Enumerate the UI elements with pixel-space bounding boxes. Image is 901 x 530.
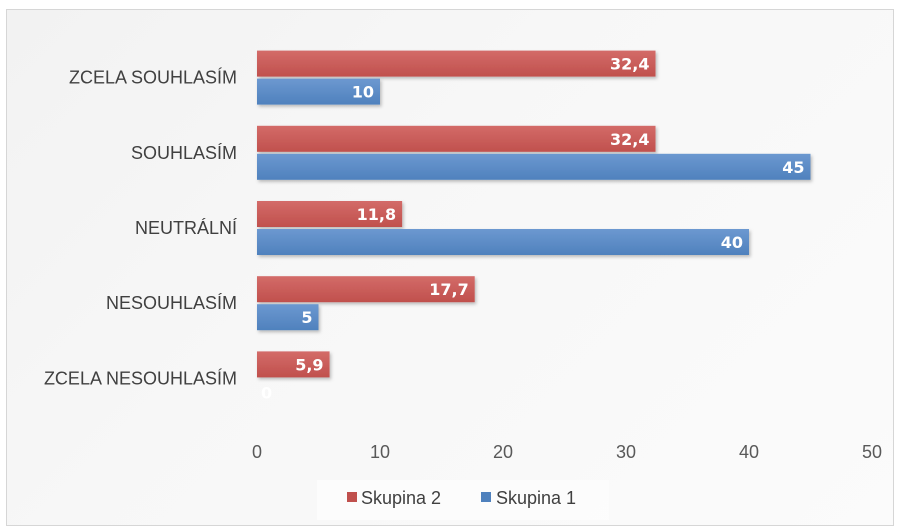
category-label: SOUHLASÍM	[131, 143, 237, 163]
data-label: 40	[721, 233, 743, 252]
x-tick-label: 40	[739, 442, 759, 462]
data-label: 17,7	[429, 280, 468, 299]
bar-skupina-2	[257, 351, 330, 378]
category-label: ZCELA SOUHLASÍM	[69, 68, 237, 88]
data-label: 45	[782, 158, 804, 177]
bar-skupina-1	[257, 229, 749, 255]
bar-skupina-2	[257, 276, 475, 303]
data-label: 10	[352, 83, 374, 102]
data-label: 5	[301, 308, 312, 327]
x-tick-label: 50	[862, 442, 882, 462]
category-label: NEUTRÁLNÍ	[135, 218, 237, 238]
bar-skupina-2	[257, 125, 656, 152]
bar-skupina-1	[257, 153, 811, 180]
legend: Skupina 2 Skupina 1	[317, 480, 609, 520]
category-label: NESOUHLASÍM	[106, 293, 237, 313]
legend-swatch	[347, 492, 357, 502]
data-label: 32,4	[610, 55, 649, 74]
x-tick-label: 10	[370, 442, 390, 462]
data-label: 32,4	[610, 130, 649, 149]
data-label: 11,8	[357, 205, 396, 224]
data-label: 5,9	[295, 355, 323, 374]
bar-skupina-1	[257, 78, 380, 105]
bar-skupina-2	[257, 201, 403, 227]
legend-label: Skupina 1	[496, 488, 576, 508]
legend-box	[317, 480, 609, 520]
x-tick-label: 20	[493, 442, 513, 462]
x-tick-label: 0	[252, 442, 262, 462]
legend-swatch	[481, 492, 491, 502]
x-tick-label: 30	[616, 442, 636, 462]
chart-frame	[6, 9, 894, 526]
bar-skupina-1	[257, 304, 319, 331]
data-label: 0	[261, 383, 272, 402]
legend-label: Skupina 2	[361, 488, 441, 508]
category-label: ZCELA NESOUHLASÍM	[44, 368, 237, 388]
bar-skupina-2	[257, 50, 656, 77]
